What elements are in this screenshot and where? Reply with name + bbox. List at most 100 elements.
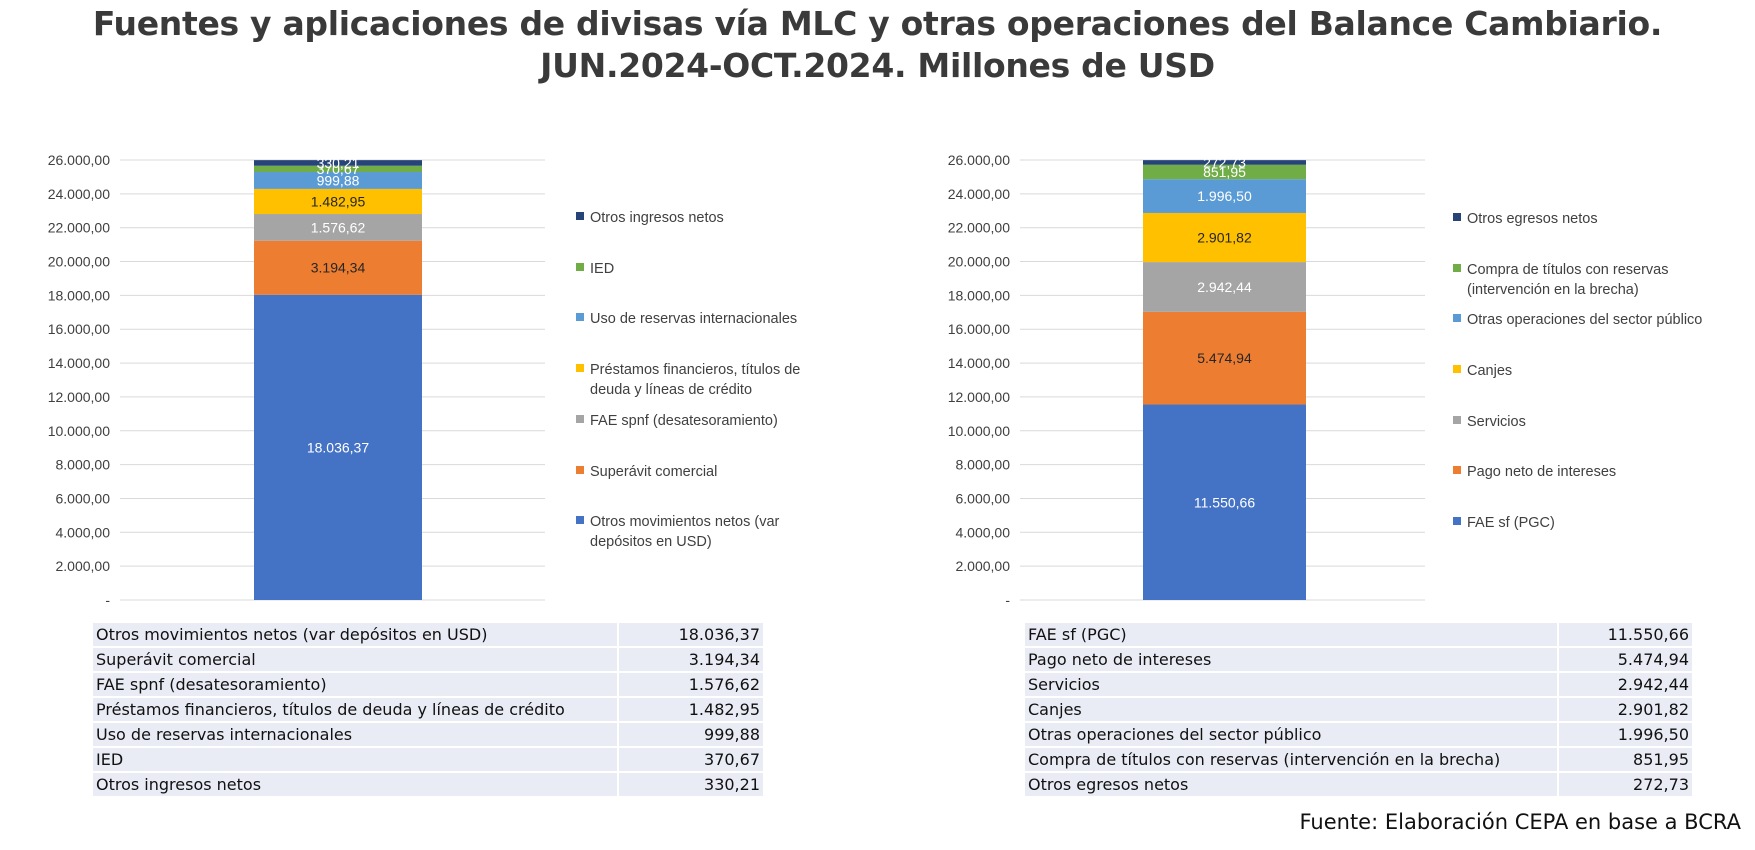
sources-y-tick-label: -	[105, 592, 110, 608]
applications-table-label-cell: Otras operaciones del sector público	[1025, 722, 1559, 748]
sources-legend-swatch	[576, 516, 584, 524]
applications-y-tick-label: 6.000,00	[956, 490, 1011, 506]
sources-data-label: 1.482,95	[311, 193, 366, 209]
sources-legend-swatch	[576, 415, 584, 423]
applications-legend-swatch	[1453, 466, 1461, 474]
sources-data-label: 330,21	[317, 155, 360, 171]
sources-y-tick-label: 24.000,00	[48, 186, 110, 202]
sources-legend-label: FAE spnf (desatesoramiento)	[590, 413, 778, 429]
sources-legend-label: Otros movimientos netos (var	[590, 514, 780, 530]
sources-legend-label: depósitos en USD)	[590, 534, 712, 550]
sources-table-row: Uso de reservas internacionales 999,88	[93, 722, 763, 748]
applications-table-row: FAE sf (PGC) 11.550,66	[1025, 623, 1692, 648]
applications-data-label: 11.550,66	[1194, 494, 1255, 510]
applications-y-tick-label: -	[1005, 592, 1010, 608]
sources-bar-segment	[254, 214, 422, 241]
applications-table-label-cell: Pago neto de intereses	[1025, 647, 1559, 673]
sources-bar-segment	[254, 172, 422, 189]
applications-table-row: Canjes 2.901,82	[1025, 697, 1692, 723]
sources-legend-label: Otros ingresos netos	[590, 210, 724, 226]
sources-bar-segment	[254, 188, 422, 215]
sources-table-value-cell: 1.482,95	[618, 697, 763, 723]
sources-data-table: Otros movimientos netos (var depósitos e…	[93, 623, 763, 798]
sources-bar-segment	[254, 165, 422, 173]
applications-y-tick-label: 20.000,00	[948, 254, 1010, 270]
sources-y-tick-label: 2.000,00	[56, 558, 111, 574]
applications-bar-segment	[1143, 164, 1306, 180]
applications-bar-segment	[1143, 404, 1306, 600]
applications-bar-segment	[1143, 262, 1306, 312]
sources-table-row: Otros movimientos netos (var depósitos e…	[93, 623, 763, 648]
applications-legend-label: Pago neto de intereses	[1467, 464, 1616, 480]
applications-data-label: 2.942,44	[1197, 279, 1252, 295]
applications-data-label: 272,73	[1203, 154, 1246, 170]
applications-legend-label: Otros egresos netos	[1467, 211, 1598, 227]
sources-y-tick-label: 10.000,00	[48, 423, 110, 439]
applications-legend-swatch	[1453, 314, 1461, 322]
applications-legend-label: Otras operaciones del sector público	[1467, 312, 1702, 328]
sources-legend-label: deuda y líneas de crédito	[590, 382, 752, 398]
sources-bar-segment	[254, 160, 422, 166]
sources-data-label: 999,88	[317, 172, 360, 188]
applications-table-row: Otras operaciones del sector público 1.99…	[1025, 722, 1692, 748]
applications-table-label-cell: FAE sf (PGC)	[1025, 623, 1559, 648]
applications-data-table: FAE sf (PGC) 11.550,66 Pago neto de intere…	[1025, 623, 1692, 798]
applications-y-tick-label: 18.000,00	[948, 287, 1010, 303]
applications-legend-swatch	[1453, 264, 1461, 272]
applications-legend-label: FAE sf (PGC)	[1467, 515, 1555, 531]
applications-legend-swatch	[1453, 517, 1461, 525]
applications-table-label-cell: Compra de títulos con reservas (interven…	[1025, 747, 1559, 773]
applications-table-value-cell: 272,73	[1558, 772, 1692, 798]
sources-table-row: Préstamos financieros, títulos de deuda …	[93, 697, 763, 723]
sources-table-row: IED 370,67	[93, 747, 763, 773]
sources-legend-swatch	[576, 313, 584, 321]
applications-bar-segment	[1143, 160, 1306, 165]
sources-y-tick-label: 14.000,00	[48, 355, 110, 371]
applications-table-row: Servicios 2.942,44	[1025, 672, 1692, 698]
sources-legend-label: Superávit comercial	[590, 464, 717, 480]
sources-legend-swatch	[576, 364, 584, 372]
sources-y-tick-label: 26.000,00	[48, 152, 110, 168]
applications-table-row: Compra de títulos con reservas (interven…	[1025, 747, 1692, 773]
sources-bar-segment	[254, 294, 422, 600]
applications-bar-segment	[1143, 311, 1306, 405]
page-title: Fuentes y aplicaciones de divisas vía ML…	[92, 4, 1663, 43]
sources-table-body: Otros movimientos netos (var depósitos e…	[93, 623, 763, 798]
sources-table-row: Otros ingresos netos 330,21	[93, 772, 763, 798]
applications-legend-label: Canjes	[1467, 363, 1512, 379]
sources-y-tick-label: 22.000,00	[48, 220, 110, 236]
sources-y-tick-label: 18.000,00	[48, 287, 110, 303]
applications-y-tick-label: 14.000,00	[948, 355, 1010, 371]
applications-data-label: 851,95	[1203, 164, 1246, 180]
applications-table-value-cell: 2.942,44	[1558, 672, 1692, 698]
applications-table-value-cell: 851,95	[1558, 747, 1692, 773]
sources-legend-label: IED	[590, 261, 614, 277]
sources-table-label-cell: Préstamos financieros, títulos de deuda …	[93, 697, 619, 723]
sources-y-tick-label: 6.000,00	[56, 490, 111, 506]
applications-legend-swatch	[1453, 213, 1461, 221]
sources-table-value-cell: 1.576,62	[618, 672, 763, 698]
sources-table-label-cell: Otros movimientos netos (var depósitos e…	[93, 623, 619, 648]
applications-legend-swatch	[1453, 365, 1461, 373]
applications-legend-label: Servicios	[1467, 414, 1526, 430]
sources-legend-swatch	[576, 263, 584, 271]
sources-table-label-cell: FAE spnf (desatesoramiento)	[93, 672, 619, 698]
applications-y-tick-label: 16.000,00	[948, 321, 1010, 337]
sources-legend-swatch	[576, 212, 584, 220]
sources-data-label: 1.576,62	[311, 219, 366, 235]
applications-legend-swatch	[1453, 416, 1461, 424]
sources-data-label: 3.194,34	[311, 260, 366, 276]
sources-stacked-bar-chart: - 2.000,00 4.000,00 6.000,00 8.000,00 10.000,…	[48, 152, 801, 608]
sources-table-label-cell: Otros ingresos netos	[93, 772, 619, 798]
sources-table-label-cell: Uso de reservas internacionales	[93, 722, 619, 748]
sources-bar-segment	[254, 240, 422, 295]
page-subtitle: JUN.2024-OCT.2024. Millones de USD	[540, 46, 1215, 85]
sources-data-label: 18.036,37	[307, 439, 369, 455]
applications-legend-label: Compra de títulos con reservas	[1467, 262, 1668, 278]
applications-y-tick-label: 24.000,00	[948, 186, 1010, 202]
applications-table-label-cell: Servicios	[1025, 672, 1559, 698]
applications-table-row: Otros egresos netos 272,73	[1025, 772, 1692, 798]
sources-y-tick-label: 20.000,00	[48, 254, 110, 270]
applications-y-tick-label: 10.000,00	[948, 423, 1010, 439]
applications-bar-segment	[1143, 179, 1306, 213]
